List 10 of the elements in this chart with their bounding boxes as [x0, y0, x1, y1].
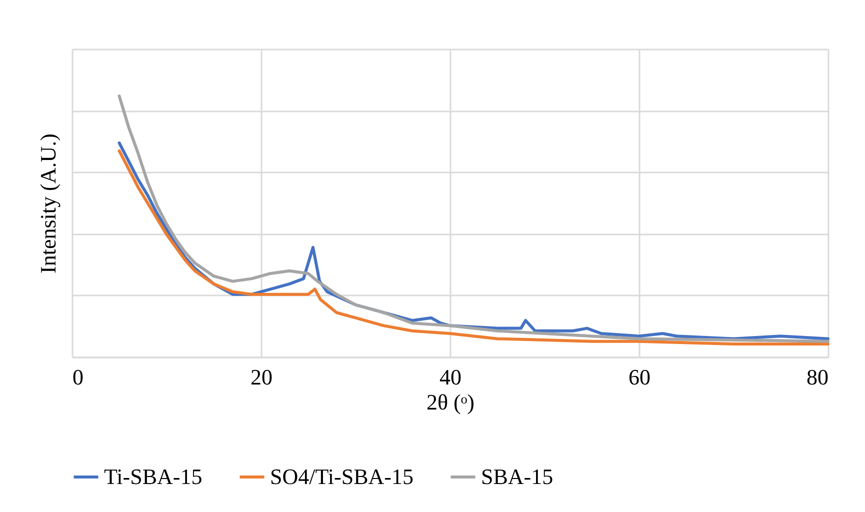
x-axis-title: 2θ (ᵒ) [426, 390, 475, 414]
x-tick-label: 80 [806, 364, 828, 390]
legend-label: SO4/Ti-SBA-15 [270, 464, 414, 489]
y-axis-title: Intensity (A.U.) [36, 134, 60, 274]
legend-label: SBA-15 [481, 464, 554, 489]
x-tick-label: 40 [440, 364, 462, 390]
x-tick-label: 0 [72, 364, 84, 390]
legend-label: Ti-SBA-15 [104, 464, 202, 489]
x-tick-label: 20 [250, 364, 272, 390]
x-tick-label: 60 [628, 364, 650, 390]
